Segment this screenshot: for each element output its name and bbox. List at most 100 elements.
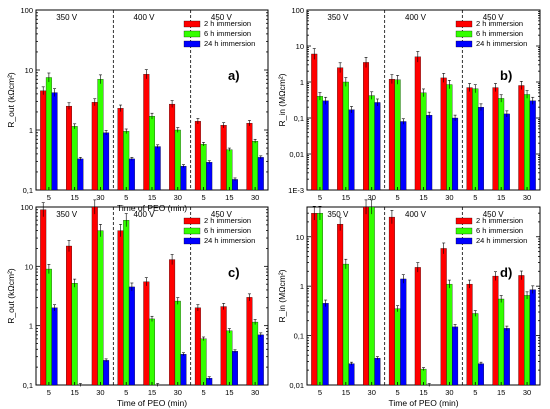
y-tick-label: 0,01: [289, 150, 304, 159]
bar-24h-15min: [503, 113, 510, 191]
bar-24h-5min: [206, 162, 213, 191]
bar-6h-15min: [149, 318, 155, 386]
x-axis-label: Time of PEO (min): [117, 398, 187, 408]
bar-2h-15min: [337, 67, 344, 191]
legend-label: 6 h immersion: [476, 226, 523, 235]
x-tick-label: 15: [497, 193, 505, 202]
x-axis-label: Time of PEO (min): [117, 203, 187, 213]
voltage-group-label: 450 V: [483, 210, 505, 219]
bar-24h-15min: [77, 158, 84, 191]
voltage-group-label: 400 V: [134, 210, 156, 219]
bar-6h-30min: [524, 295, 531, 386]
bar-2h-15min: [414, 56, 421, 191]
x-tick-label: 30: [174, 388, 182, 397]
bar-2h-15min: [220, 125, 227, 191]
bar-6h-30min: [97, 79, 104, 191]
chart-panel-2: 1E-3 0,01 0,1 1 10 100 R_in (MΩcm²) 350 V 400 V 4…: [277, 6, 541, 202]
legend-swatch: [183, 20, 201, 28]
bar-2h-30min: [518, 85, 525, 191]
bar-6h-15min: [420, 92, 427, 191]
y-axis-label: R_out (kΩcm²): [6, 72, 16, 128]
bar-6h-5min: [472, 313, 479, 386]
bar-2h-30min: [169, 259, 176, 386]
bar-2h-5min: [40, 209, 47, 386]
x-tick-label: 5: [47, 193, 51, 202]
y-tick-label: 1: [300, 282, 304, 291]
x-tick-label: 15: [342, 193, 350, 202]
bar-6h-30min: [446, 283, 453, 386]
x-tick-label: 15: [419, 193, 427, 202]
bar-24h-30min: [529, 100, 536, 191]
bar-2h-30min: [440, 77, 447, 191]
x-tick-label: 30: [174, 193, 182, 202]
bar-6h-5min: [123, 131, 130, 191]
y-tick-label: 0,1: [23, 186, 33, 195]
x-tick-label: 5: [124, 193, 128, 202]
x-tick-label: 15: [419, 388, 427, 397]
y-tick-label: 0,1: [294, 332, 304, 341]
bar-2h-15min: [220, 306, 227, 386]
bar-6h-5min: [316, 213, 323, 386]
bar-24h-15min: [348, 109, 355, 191]
panel-label: c): [228, 265, 240, 280]
x-tick-label: 15: [342, 388, 350, 397]
bar-6h-15min: [149, 116, 155, 191]
x-tick-label: 15: [497, 388, 505, 397]
voltage-group-label: 350 V: [56, 210, 78, 219]
bar-24h-5min: [51, 307, 58, 386]
bar-2h-5min: [388, 216, 395, 386]
y-tick-label: 100: [291, 6, 304, 15]
legend-label: 24 h immersion: [204, 39, 255, 48]
bar-6h-5min: [45, 268, 52, 386]
bar-6h-15min: [226, 149, 233, 191]
y-axis-label: R_in (MΩcm²): [277, 73, 287, 126]
bar-6h-15min: [498, 98, 505, 191]
bar-2h-5min: [117, 108, 124, 191]
bar-24h-30min: [529, 289, 536, 386]
x-tick-label: 30: [251, 193, 259, 202]
bar-2h-5min: [388, 78, 395, 191]
bar-2h-5min: [40, 90, 47, 191]
bar-6h-15min: [71, 283, 78, 386]
bar-6h-5min: [316, 96, 323, 191]
legend-label: 2 h immersion: [204, 19, 251, 28]
x-tick-label: 15: [148, 388, 156, 397]
chart-panel-4: 0,01 0,1 1 10 R_in (MΩcm²) 350 V 400 V 450 V 5 15…: [277, 199, 541, 408]
bar-6h-15min: [342, 263, 349, 386]
bar-24h-30min: [103, 360, 110, 386]
bar-6h-30min: [97, 230, 104, 386]
bar-24h-5min: [51, 92, 58, 191]
x-tick-label: 5: [396, 193, 400, 202]
legend-label: 6 h immersion: [204, 226, 251, 235]
bar-2h-5min: [466, 283, 473, 386]
y-tick-label: 100: [20, 6, 33, 15]
x-tick-label: 15: [148, 193, 156, 202]
legend-swatch: [455, 30, 473, 38]
y-tick-label: 1: [29, 126, 33, 135]
bar-6h-30min: [252, 141, 259, 191]
y-tick-label: 1: [29, 322, 33, 331]
bar-24h-30min: [103, 132, 110, 191]
bar-6h-30min: [446, 84, 453, 191]
y-tick-label: 10: [25, 262, 33, 271]
bar-6h-15min: [498, 298, 505, 386]
bar-2h-15min: [492, 275, 499, 386]
legend-swatch: [183, 237, 201, 245]
y-tick-label: 10: [25, 66, 33, 75]
x-tick-label: 15: [225, 388, 233, 397]
bar-6h-15min: [71, 126, 78, 191]
bar-24h-5min: [322, 303, 329, 386]
bar-24h-30min: [257, 334, 264, 386]
bar-24h-30min: [257, 157, 264, 191]
x-tick-label: 30: [368, 193, 376, 202]
bar-24h-30min: [452, 117, 459, 191]
bar-24h-15min: [154, 146, 161, 191]
y-tick-label: 0,1: [294, 114, 304, 123]
voltage-group-label: 400 V: [134, 13, 156, 22]
x-tick-label: 5: [318, 193, 322, 202]
legend-swatch: [455, 40, 473, 48]
voltage-group-label: 450 V: [211, 210, 233, 219]
chart-panel-1: 0,1 1 10 100 R_out (kΩcm²) 350 V 400 V 450 V 5 15…: [6, 6, 269, 213]
x-tick-label: 5: [396, 388, 400, 397]
bar-2h-15min: [66, 245, 72, 386]
